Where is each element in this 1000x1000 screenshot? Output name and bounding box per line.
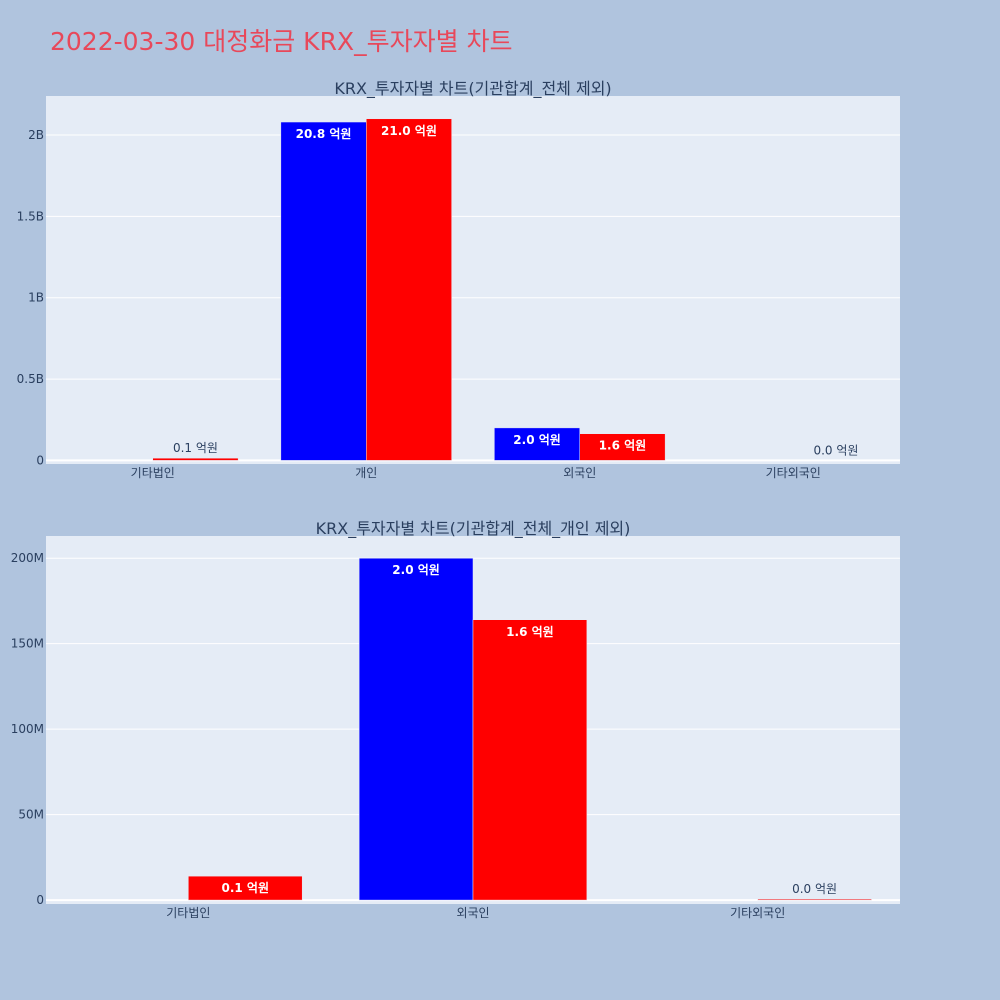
data-label: 20.8 억원 bbox=[296, 127, 352, 141]
x-tick-label: 기타외국인 bbox=[730, 906, 785, 920]
data-label: 2.0 억원 bbox=[513, 433, 561, 447]
data-label: 0.0 억원 bbox=[792, 882, 837, 896]
bar bbox=[188, 875, 303, 901]
bar bbox=[152, 457, 239, 461]
x-tick-label: 외국인 bbox=[456, 906, 489, 920]
data-label: 1.6 억원 bbox=[506, 625, 554, 639]
data-label: 0.0 억원 bbox=[813, 443, 858, 457]
data-label: 0.1 억원 bbox=[173, 441, 218, 455]
x-tick-label: 기타법인 bbox=[166, 906, 210, 920]
bar bbox=[366, 118, 452, 461]
bar bbox=[472, 619, 588, 901]
data-label: 1.6 억원 bbox=[599, 439, 647, 453]
data-label: 0.1 억원 bbox=[222, 881, 270, 895]
y-tick-label: 1.5B bbox=[17, 209, 44, 223]
y-tick-label: 50M bbox=[18, 808, 44, 822]
bar bbox=[757, 898, 872, 901]
data-label: 21.0 억원 bbox=[381, 124, 437, 138]
bar bbox=[494, 427, 581, 461]
data-label: 2.0 억원 bbox=[392, 563, 440, 577]
x-tick-label: 개인 bbox=[355, 466, 377, 480]
bar bbox=[579, 433, 666, 461]
chart-top: 0 0.5B 1B 1.5B 2B KRX_투자자별 차트(기관합계_전체 제외) 기타법인… bbox=[17, 79, 900, 480]
y-tick-label: 1B bbox=[28, 291, 44, 305]
y-tick-label: 0.5B bbox=[17, 372, 44, 386]
y-tick-label: 2B bbox=[28, 128, 44, 142]
x-tick-label: 기타외국인 bbox=[766, 466, 821, 480]
chart-title: KRX_투자자별 차트(기관합계_전체 제외) bbox=[334, 79, 611, 99]
plot-area bbox=[46, 96, 900, 464]
y-tick-label: 200M bbox=[11, 551, 44, 565]
bar bbox=[280, 121, 367, 461]
page-title: 2022-03-30 대정화금 KRX_투자자별 차트 bbox=[50, 27, 513, 56]
y-tick-label: 0 bbox=[36, 893, 44, 907]
bar bbox=[358, 557, 474, 901]
x-tick-label: 외국인 bbox=[563, 466, 596, 480]
y-tick-label: 0 bbox=[36, 453, 44, 467]
y-tick-label: 100M bbox=[11, 722, 44, 736]
chart-title: KRX_투자자별 차트(기관합계_전체_개인 제외) bbox=[316, 519, 631, 539]
y-tick-label: 150M bbox=[11, 637, 44, 651]
x-tick-label: 기타법인 bbox=[131, 466, 175, 480]
